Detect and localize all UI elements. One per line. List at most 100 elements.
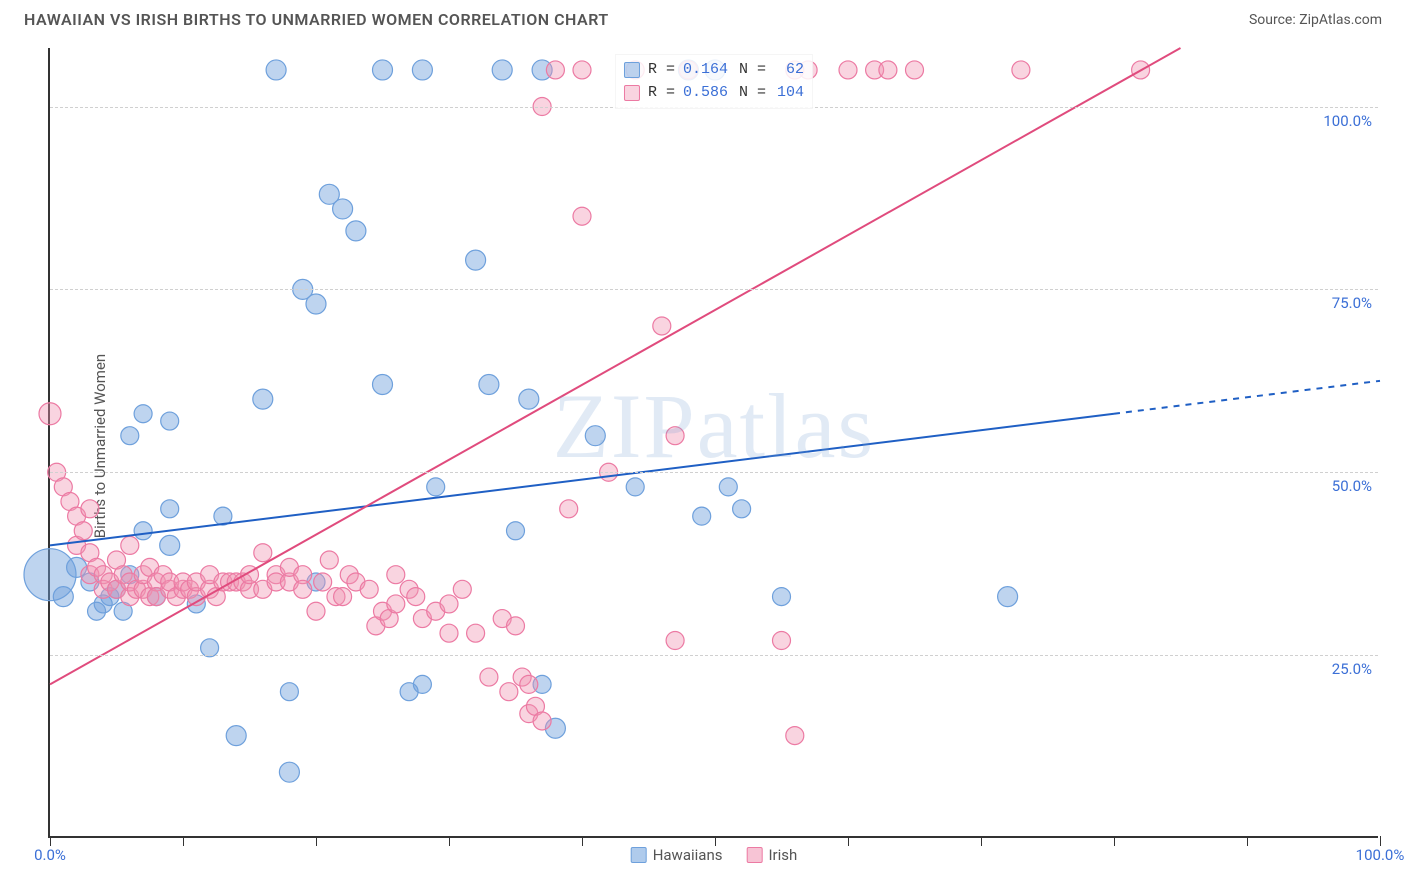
scatter-point [573, 207, 591, 225]
scatter-point [387, 595, 405, 613]
gridline [50, 289, 1378, 290]
scatter-point [412, 60, 432, 80]
scatter-point [254, 544, 272, 562]
x-tick [848, 836, 849, 846]
scatter-point [314, 573, 332, 591]
legend-stats-n-label: N = [739, 59, 766, 82]
scatter-point [320, 551, 338, 569]
scatter-point [427, 478, 445, 496]
legend-stats-row-irish: R = 0.586 N = 104 [624, 82, 804, 105]
y-grid-label: 25.0% [1332, 660, 1372, 678]
x-tick [449, 836, 450, 846]
legend-item-irish: Irish [746, 846, 797, 864]
chart-svg [50, 48, 1378, 836]
legend-series: Hawaiians Irish [631, 846, 798, 864]
chart-title: HAWAIIAN VS IRISH BIRTHS TO UNMARRIED WO… [24, 10, 609, 29]
scatter-point [39, 403, 61, 425]
scatter-point [279, 762, 299, 782]
chart-source: Source: ZipAtlas.com [1249, 12, 1382, 28]
scatter-point [346, 221, 366, 241]
y-grid-label: 100.0% [1323, 112, 1372, 130]
scatter-point [773, 632, 791, 650]
legend-swatch-irish [746, 847, 762, 863]
legend-stats-r-value-hawaiians: 0.164 [683, 59, 731, 82]
scatter-point [266, 60, 286, 80]
scatter-point [121, 427, 139, 445]
scatter-point [480, 668, 498, 686]
scatter-point [160, 535, 180, 555]
swatch-irish [624, 85, 640, 101]
scatter-point [373, 374, 393, 394]
scatter-point [407, 588, 425, 606]
scatter-point [666, 427, 684, 445]
legend-stats-r-label: R = [648, 59, 675, 82]
x-axis-label: 0.0% [34, 846, 66, 864]
legend-stats-n-value-irish: 104 [774, 82, 804, 105]
scatter-point [719, 478, 737, 496]
scatter-point [334, 588, 352, 606]
legend-label-irish: Irish [768, 846, 797, 864]
chart-header: HAWAIIAN VS IRISH BIRTHS TO UNMARRIED WO… [0, 0, 1406, 37]
scatter-point [879, 61, 897, 79]
plot-area: ZIPatlas R = 0.164 N = 62 R = 0.586 N = … [48, 48, 1378, 838]
x-tick [715, 836, 716, 846]
gridline [50, 655, 1378, 656]
scatter-point [161, 500, 179, 518]
x-tick [582, 836, 583, 846]
x-tick [316, 836, 317, 846]
scatter-point [467, 624, 485, 642]
scatter-point [226, 726, 246, 746]
x-tick [1114, 836, 1115, 846]
scatter-point [585, 426, 605, 446]
scatter-point [786, 727, 804, 745]
scatter-point [294, 580, 312, 598]
legend-swatch-hawaiians [631, 847, 647, 863]
legend-item-hawaiians: Hawaiians [631, 846, 723, 864]
scatter-point [533, 712, 551, 730]
x-tick [1247, 836, 1248, 846]
scatter-point [466, 250, 486, 270]
gridline [50, 472, 1378, 473]
trend-line-dashed [1114, 381, 1380, 414]
scatter-point [440, 595, 458, 613]
scatter-point [1012, 61, 1030, 79]
scatter-point [998, 587, 1018, 607]
scatter-point [413, 675, 431, 693]
scatter-point [360, 580, 378, 598]
scatter-point [653, 317, 671, 335]
scatter-point [74, 522, 92, 540]
y-grid-label: 50.0% [1332, 477, 1372, 495]
x-tick [981, 836, 982, 846]
scatter-point [453, 580, 471, 598]
trend-line [50, 414, 1114, 546]
scatter-point [560, 500, 578, 518]
scatter-point [387, 566, 405, 584]
scatter-point [773, 588, 791, 606]
scatter-point [306, 294, 326, 314]
scatter-point [626, 478, 644, 496]
scatter-point [253, 389, 273, 409]
scatter-point [440, 624, 458, 642]
scatter-point [519, 389, 539, 409]
x-axis-label: 100.0% [1356, 846, 1405, 864]
scatter-point [333, 199, 353, 219]
scatter-point [373, 60, 393, 80]
legend-stats-r-label: R = [648, 82, 675, 105]
swatch-hawaiians [624, 62, 640, 78]
scatter-point [507, 617, 525, 635]
scatter-point [201, 639, 219, 657]
legend-stats-n-value-hawaiians: 62 [774, 59, 804, 82]
scatter-point [507, 522, 525, 540]
scatter-point [906, 61, 924, 79]
legend-stats: R = 0.164 N = 62 R = 0.586 N = 104 [615, 54, 813, 109]
scatter-point [573, 61, 591, 79]
legend-stats-r-value-irish: 0.586 [683, 82, 731, 105]
x-tick [1380, 836, 1381, 846]
scatter-point [307, 602, 325, 620]
scatter-point [161, 412, 179, 430]
scatter-point [479, 374, 499, 394]
scatter-point [53, 587, 73, 607]
scatter-point [520, 675, 538, 693]
scatter-point [666, 632, 684, 650]
legend-stats-row-hawaiians: R = 0.164 N = 62 [624, 59, 804, 82]
